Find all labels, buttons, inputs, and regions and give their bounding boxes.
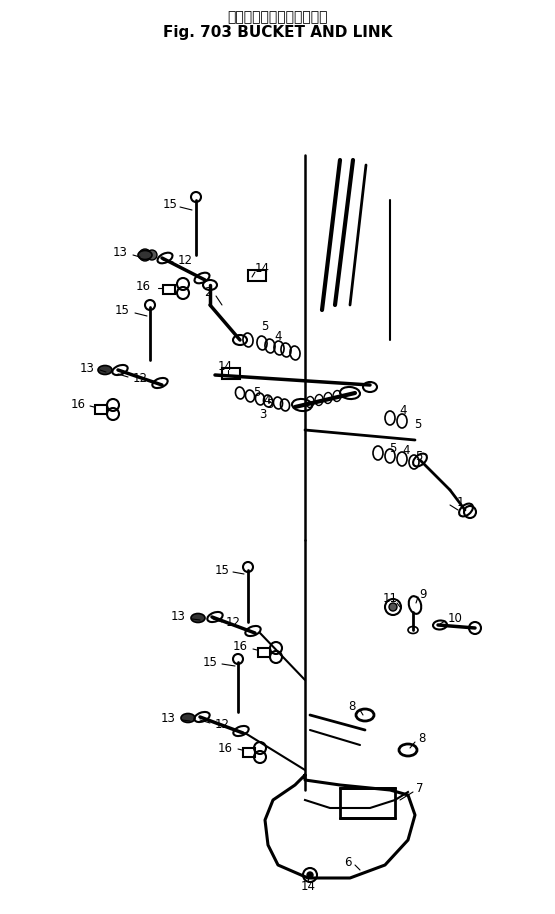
Bar (95, 405, 107, 414)
Circle shape (389, 603, 397, 611)
Text: 1: 1 (456, 495, 464, 508)
Text: 5: 5 (415, 451, 423, 463)
Text: 8: 8 (349, 699, 356, 713)
Text: 16: 16 (233, 641, 248, 654)
Bar (163, 285, 175, 294)
Text: 3: 3 (259, 409, 267, 421)
Text: 12: 12 (214, 717, 230, 730)
Ellipse shape (181, 714, 195, 722)
Text: 16: 16 (218, 741, 233, 754)
Bar (243, 748, 255, 757)
Text: 14: 14 (255, 262, 270, 275)
Text: 5: 5 (261, 321, 269, 334)
Circle shape (307, 872, 313, 878)
Text: 4: 4 (399, 405, 407, 418)
Text: 5: 5 (415, 419, 422, 431)
Text: 2: 2 (204, 285, 212, 299)
Text: 4: 4 (263, 394, 271, 407)
Text: 16: 16 (70, 399, 85, 411)
Text: 12: 12 (178, 253, 193, 267)
Text: 7: 7 (416, 782, 424, 795)
Text: 14: 14 (218, 359, 233, 373)
Text: 15: 15 (215, 564, 229, 577)
Text: 4: 4 (274, 330, 282, 343)
Text: 5: 5 (253, 386, 261, 399)
Text: 15: 15 (163, 198, 178, 211)
Text: 5: 5 (389, 441, 397, 454)
Bar (222, 368, 240, 379)
Bar (340, 788, 395, 818)
Text: 15: 15 (203, 655, 218, 668)
Circle shape (139, 249, 151, 261)
Bar (248, 270, 266, 281)
Bar (258, 648, 270, 657)
Text: 13: 13 (79, 363, 94, 376)
Ellipse shape (98, 366, 112, 375)
Text: 15: 15 (114, 304, 129, 317)
Text: 13: 13 (113, 247, 128, 260)
Text: Fig. 703 BUCKET AND LINK: Fig. 703 BUCKET AND LINK (163, 26, 393, 40)
Text: 14: 14 (300, 879, 315, 892)
Text: 4: 4 (402, 444, 410, 458)
Text: 6: 6 (344, 856, 352, 868)
Text: 8: 8 (418, 732, 426, 746)
Text: 10: 10 (447, 612, 462, 625)
Text: 13: 13 (160, 711, 175, 725)
Text: 5: 5 (266, 399, 274, 411)
Text: 11: 11 (382, 592, 397, 605)
Ellipse shape (138, 250, 152, 260)
Ellipse shape (191, 613, 205, 622)
Text: 12: 12 (133, 371, 148, 385)
Text: 9: 9 (419, 588, 427, 600)
Text: 12: 12 (225, 615, 240, 629)
Text: 16: 16 (135, 280, 150, 292)
Text: 13: 13 (170, 611, 185, 623)
Circle shape (147, 250, 157, 260)
Text: バケット　および　リンク: バケット および リンク (228, 10, 328, 24)
